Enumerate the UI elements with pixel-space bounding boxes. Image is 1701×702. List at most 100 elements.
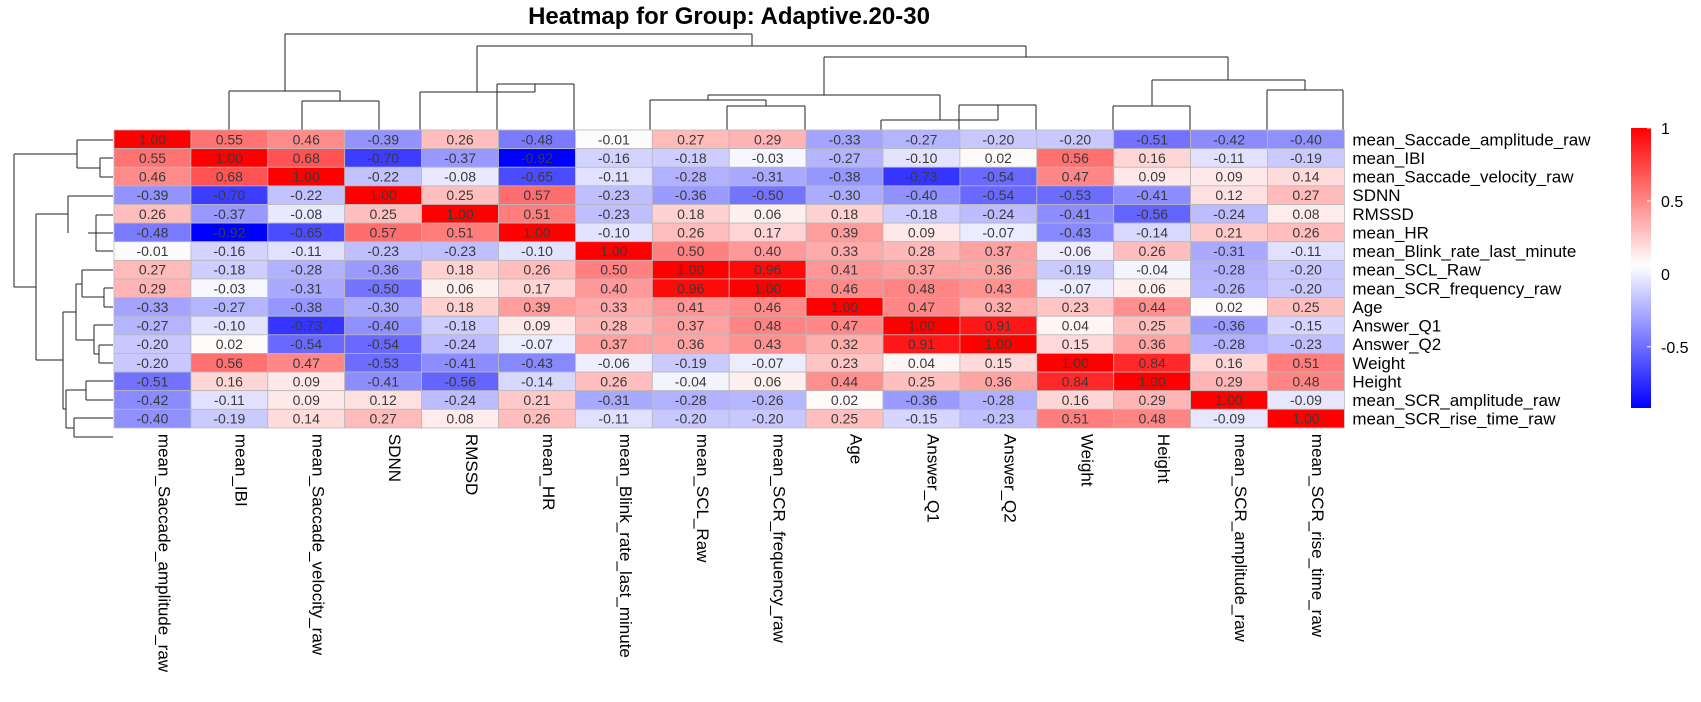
cell-value-label: -0.28 [675,169,707,185]
cell-value-label: 0.09 [293,392,320,408]
cell-value-label: 1.00 [523,224,550,240]
cell-value-label: -0.23 [367,243,399,259]
cell-value-label: 0.14 [293,411,320,427]
cell-value-label: 0.18 [446,299,473,315]
cell-value-label: -0.01 [598,131,630,147]
cell-value-label: 0.25 [446,187,473,203]
cell-value-label: 0.32 [831,336,858,352]
cell-value-label: 0.48 [1292,373,1319,389]
cell-value-label: -0.18 [905,206,937,222]
row-label: mean_SCR_frequency_raw [1352,279,1562,298]
cell-value-label: -0.23 [598,187,630,203]
cell-value-label: -0.10 [598,224,630,240]
cell-value-label: -0.24 [982,206,1014,222]
cell-value-label: 0.47 [831,318,858,334]
cell-value-label: -0.18 [213,262,245,278]
row-label: Age [1352,298,1382,317]
row-label: Answer_Q2 [1352,335,1441,354]
cell-value-label: -0.73 [290,318,322,334]
cell-value-label: 0.08 [446,411,473,427]
cell-value-label: -0.11 [1214,150,1245,166]
column-dendrogram-branches [228,33,1344,130]
cell-value-label: -0.01 [136,243,168,259]
cell-value-label: -0.07 [752,355,784,371]
cell-value-label: -0.11 [214,392,245,408]
cell-value-label: -0.27 [136,318,168,334]
cell-value-label: -0.36 [675,187,707,203]
cell-value-label: -0.11 [598,169,629,185]
cell-value-label: 1.00 [216,150,243,166]
cell-value-label: 0.25 [1292,299,1319,315]
cell-value-label: 0.50 [677,243,704,259]
cell-value-label: 0.29 [139,280,166,296]
cell-value-label: -0.10 [521,243,553,259]
cell-value-label: 0.25 [908,373,935,389]
cell-value-label: 0.36 [677,336,704,352]
row-label: mean_IBI [1352,149,1425,168]
cell-value-label: 0.68 [216,169,243,185]
cell-value-label: 0.29 [1139,392,1166,408]
cell-value-label: -0.36 [367,262,399,278]
cell-value-label: -0.54 [982,169,1014,185]
cell-value-label: -0.10 [905,150,937,166]
row-dendrogram [13,139,113,438]
cell-value-label: 0.46 [754,299,781,315]
column-labels: mean_Saccade_amplitude_raw mean_IBI mean_S… [154,434,1326,673]
cell-value-label: -0.70 [367,150,399,166]
cell-value-label: -0.11 [1291,243,1322,259]
cell-value-label: 0.25 [1139,318,1166,334]
cell-value-label: 0.43 [985,280,1012,296]
cell-value-label: -0.09 [1290,392,1322,408]
cell-value-label: 0.91 [908,336,935,352]
column-label: mean_HR [539,434,558,511]
cell-value-label: -0.19 [213,411,245,427]
cell-value-label: -0.41 [444,355,476,371]
cell-value-label: -0.50 [367,280,399,296]
cell-value-label: -0.42 [1213,131,1245,147]
cell-value-label: 0.27 [139,262,166,278]
cell-value-label: -0.28 [675,392,707,408]
cell-value-label: -0.20 [136,355,168,371]
row-label: mean_Blink_rate_last_minute [1352,242,1576,261]
cell-value-label: -0.36 [905,392,937,408]
cell-value-label: -0.11 [291,243,322,259]
column-label: Weight [1077,434,1096,487]
cell-value-label: -0.39 [136,187,168,203]
row-label: Height [1352,372,1401,391]
column-label: Age [847,434,866,464]
cell-value-label: -0.24 [444,336,476,352]
cell-value-label: -0.28 [982,392,1014,408]
cell-value-label: 1.00 [446,206,473,222]
cell-value-label: 0.16 [1139,150,1166,166]
cell-value-label: -0.33 [136,299,168,315]
cell-value-label: -0.14 [1136,224,1168,240]
cell-value-label: 0.37 [985,243,1012,259]
cell-value-label: -0.56 [1136,206,1168,222]
row-label: mean_SCL_Raw [1352,261,1481,280]
cell-value-label: -0.22 [367,169,399,185]
legend-ticks: 1 0.5 0 -0.5 [1647,121,1689,357]
legend-color-bar [1631,128,1651,408]
cell-value-label: 1.00 [293,169,320,185]
cell-value-label: 0.39 [523,299,550,315]
cell-value-label: 0.40 [600,280,627,296]
cell-value-label: 0.14 [1292,169,1319,185]
cell-value-label: -0.04 [1136,262,1168,278]
cell-value-label: -0.65 [290,224,322,240]
cell-value-label: -0.16 [213,243,245,259]
cell-value-label: -0.20 [982,131,1014,147]
cell-value-label: 0.43 [754,336,781,352]
cell-value-label: 0.44 [831,373,858,389]
cell-value-label: -0.36 [1213,318,1245,334]
column-label: mean_Saccade_amplitude_raw [154,434,173,673]
cell-value-label: 0.06 [754,373,781,389]
cell-value-label: -0.07 [521,336,553,352]
cell-value-label: 0.08 [1292,206,1319,222]
cell-value-label: -0.30 [367,299,399,315]
column-label: mean_IBI [231,434,250,507]
cell-value-label: -0.65 [521,169,553,185]
cell-value-label: 0.18 [446,262,473,278]
column-label: Answer_Q1 [923,434,942,523]
cell-value-label: 0.37 [677,318,704,334]
cell-value-label: 0.27 [370,411,397,427]
